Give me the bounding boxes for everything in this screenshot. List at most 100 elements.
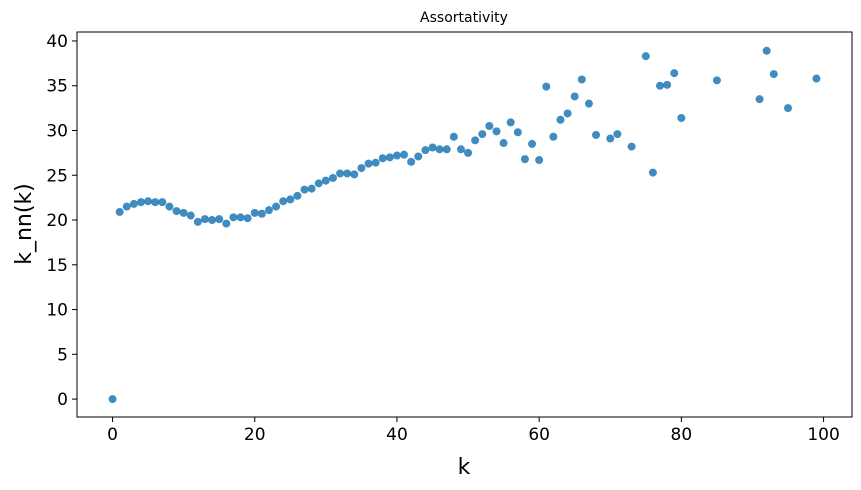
data-point <box>300 185 309 194</box>
data-point <box>592 130 601 139</box>
data-point <box>570 92 579 101</box>
data-point <box>236 213 245 222</box>
data-point <box>172 207 181 216</box>
x-tick-label: 100 <box>807 425 839 445</box>
data-point <box>712 76 721 85</box>
data-point <box>613 130 622 139</box>
data-point <box>471 136 480 145</box>
y-axis-ticks: 0 5 10 15 20 25 30 35 40 <box>46 32 77 410</box>
data-point <box>464 148 473 157</box>
data-point <box>122 202 131 211</box>
data-point <box>435 145 444 154</box>
data-point <box>549 132 558 141</box>
data-point <box>656 81 665 90</box>
data-point <box>286 195 295 204</box>
y-tick-label: 30 <box>46 121 68 141</box>
data-point <box>520 155 529 164</box>
data-point <box>663 80 672 89</box>
data-point <box>442 145 451 154</box>
data-point <box>407 157 416 166</box>
data-point <box>200 215 209 224</box>
data-point <box>556 115 565 124</box>
data-point <box>158 198 167 207</box>
y-tick-label: 35 <box>46 77 68 97</box>
data-point <box>343 169 352 178</box>
data-point <box>378 154 387 163</box>
y-tick-label: 20 <box>46 211 68 231</box>
data-point <box>264 206 273 215</box>
data-point <box>677 113 686 122</box>
data-point <box>243 214 252 223</box>
data-point <box>250 208 259 217</box>
y-tick-label: 10 <box>46 301 68 321</box>
data-point <box>222 219 231 228</box>
data-point <box>577 75 586 84</box>
data-point <box>193 217 202 226</box>
data-point <box>584 99 593 108</box>
data-point <box>208 216 217 225</box>
data-point <box>307 184 316 193</box>
data-point <box>499 139 508 148</box>
data-point <box>229 213 238 222</box>
data-point <box>144 197 153 206</box>
x-tick-label: 40 <box>386 425 408 445</box>
data-point <box>257 209 266 218</box>
data-point <box>179 208 188 217</box>
data-point <box>542 82 551 91</box>
data-point <box>485 122 494 131</box>
data-point <box>535 156 544 165</box>
y-tick-label: 5 <box>57 345 68 365</box>
data-points <box>108 46 821 404</box>
data-point <box>456 145 465 154</box>
data-point <box>151 198 160 207</box>
data-point <box>513 128 522 137</box>
chart-title: Assortativity <box>420 10 508 26</box>
data-point <box>364 159 373 168</box>
data-point <box>648 168 657 177</box>
data-point <box>428 143 437 152</box>
data-point <box>186 211 195 220</box>
x-axis-label: k <box>458 455 471 480</box>
data-point <box>371 158 380 167</box>
data-point <box>670 69 679 78</box>
data-point <box>321 176 330 185</box>
data-point <box>812 74 821 83</box>
data-point <box>392 151 401 160</box>
data-point <box>215 215 224 224</box>
data-point <box>421 146 430 155</box>
data-point <box>279 197 288 206</box>
data-point <box>627 142 636 151</box>
data-point <box>314 179 323 188</box>
x-tick-label: 20 <box>244 425 266 445</box>
x-tick-label: 60 <box>528 425 550 445</box>
plot-frame <box>76 31 853 418</box>
data-point <box>784 104 793 113</box>
y-tick-label: 40 <box>46 32 68 52</box>
data-point <box>385 153 394 162</box>
x-tick-label: 0 <box>107 425 118 445</box>
data-point <box>762 46 771 55</box>
data-point <box>755 95 764 104</box>
data-point <box>528 139 537 148</box>
data-point <box>115 207 124 216</box>
data-point <box>769 70 778 79</box>
data-point <box>478 130 487 139</box>
y-tick-label: 0 <box>57 390 68 410</box>
data-point <box>336 169 345 178</box>
data-point <box>129 199 138 208</box>
y-tick-label: 15 <box>46 256 68 276</box>
y-tick-label: 25 <box>46 166 68 186</box>
data-point <box>350 170 359 179</box>
data-point <box>606 134 615 143</box>
data-point <box>272 202 281 211</box>
data-point <box>357 164 366 173</box>
x-axis-ticks: 0 20 40 60 80 100 <box>107 417 840 445</box>
data-point <box>165 202 174 211</box>
data-point <box>563 109 572 118</box>
data-point <box>136 198 145 207</box>
data-point <box>449 132 458 141</box>
data-point <box>492 127 501 136</box>
data-point <box>400 150 409 159</box>
data-point <box>641 52 650 61</box>
